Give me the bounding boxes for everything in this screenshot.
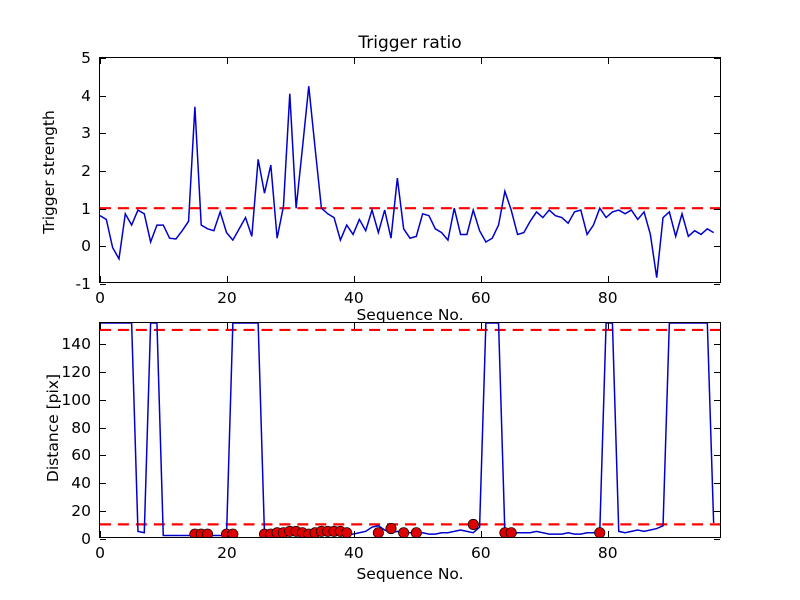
y-tick-label: 0 [81,530,91,548]
top-axes-series-layer [100,86,720,278]
y-tick-label: 120 [61,362,91,381]
x-tick-label: 40 [344,544,364,562]
x-tick-top [100,58,101,64]
y-tick [100,208,106,210]
y-tick-label: 0 [81,237,91,256]
x-tick [480,276,482,282]
x-tick-label: 80 [597,289,618,307]
y-tick-label: 20 [71,502,91,521]
x-tick [607,276,609,282]
data-marker [202,528,214,537]
y-tick [100,58,106,59]
x-tick-top [607,58,609,64]
y-tick [100,483,106,485]
x-tick-top [607,323,609,329]
x-tick-top [480,58,482,64]
bottom-axes-series-layer [100,323,720,537]
y-tick-right [714,455,720,457]
data-marker [410,527,422,537]
y-tick-label: -1 [75,275,91,293]
x-tick-label: 80 [597,544,618,562]
bottom-axes-xlabel: Sequence No. [356,565,464,583]
y-tick [100,133,106,135]
y-tick-right [714,399,720,401]
y-tick-right [714,133,720,135]
bottom-axes-distance: 140 120 100 80 60 40 20 0 0 20 40 60 80 [61,322,721,562]
top-axes-trigger-ratio: 5 4 3 2 1 0 -1 0 20 40 60 80 [76,49,721,307]
y-tick-right [714,427,720,429]
y-tick-right [714,371,720,373]
y-tick [100,399,106,401]
x-tick-label: 0 [95,544,105,562]
x-tick-label: 20 [217,289,237,307]
data-marker [398,527,410,537]
x-tick-top [353,323,355,329]
x-tick-label: 0 [95,289,105,307]
y-tick [100,171,106,172]
x-tick-top [226,58,228,64]
data-line [100,86,715,278]
y-tick-label: 1 [81,199,91,218]
y-tick-label: 60 [71,446,91,465]
x-tick-top [100,323,101,329]
data-marker [341,527,353,537]
x-tick-label: 60 [470,289,491,307]
data-marker [227,528,239,537]
x-tick-top [480,323,482,329]
y-tick-label: 140 [61,334,91,353]
data-marker [385,523,397,535]
x-tick [100,276,101,282]
y-tick [100,539,106,540]
x-tick [607,531,609,537]
x-tick [353,531,355,537]
y-tick-right [714,171,720,172]
x-tick [226,276,228,282]
x-tick [100,531,101,537]
x-tick [480,531,482,537]
y-tick-label: 3 [81,124,91,143]
x-tick-top [226,323,228,329]
y-tick [100,371,106,373]
y-tick [100,455,106,457]
y-tick-right [714,483,720,485]
x-tick-label: 60 [470,544,491,562]
y-tick-right [714,58,720,59]
y-tick-right [714,208,720,210]
y-tick [100,284,106,285]
top-axes-xlabel: Sequence No. [356,306,464,324]
marker-group [189,518,606,537]
x-tick-label: 20 [217,544,237,562]
top-axes-ylabel: Trigger strength [40,110,58,234]
data-marker [467,518,479,530]
y-tick-label: 80 [71,418,91,437]
y-tick-right [714,539,720,540]
y-tick [100,246,106,248]
y-tick-label: 2 [81,162,91,180]
y-tick-right [714,95,720,97]
y-tick-right [714,343,720,345]
y-tick-label: 4 [81,86,91,105]
x-tick [226,531,228,537]
y-tick [100,95,106,97]
y-tick-right [714,511,720,513]
y-tick-right [714,246,720,248]
x-tick [353,276,355,282]
y-tick-label: 100 [61,390,91,409]
y-tick [100,343,106,345]
data-line [100,323,715,537]
y-tick-right [714,284,720,285]
y-tick [100,511,106,513]
bottom-axes-plot-area [100,323,720,537]
data-marker [505,527,517,537]
y-tick-label: 40 [71,474,91,493]
data-marker [372,527,384,537]
y-tick [100,427,106,429]
top-axes-plot-area [100,58,720,282]
chart-title: Trigger ratio [358,33,462,53]
x-tick-top [353,58,355,64]
data-marker [594,527,606,537]
y-tick-label: 5 [81,49,91,67]
x-tick-label: 40 [344,289,364,307]
